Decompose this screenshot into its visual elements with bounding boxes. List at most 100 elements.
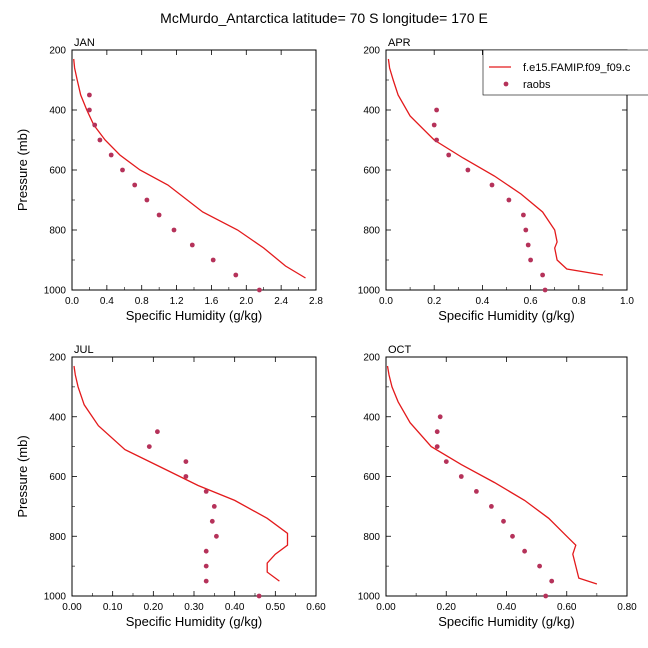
obs-point — [144, 197, 150, 203]
obs-point — [523, 227, 529, 233]
obs-point — [522, 548, 527, 554]
x-tick-label: 0.6 — [524, 296, 538, 307]
obs-point — [87, 107, 92, 113]
x-tick-label: 0.60 — [557, 602, 577, 613]
y-tick-label: 400 — [49, 412, 66, 423]
panel-oct: OCT 0.00 0.20 0.40 0.60 0.80 200 400 600 800 1000 S… — [358, 344, 637, 629]
obs-point — [434, 444, 440, 449]
obs-point — [97, 137, 103, 143]
model-line — [73, 365, 289, 582]
panel-jul: JUL 0.00 0.10 0.20 0.30 0.40 0.50 0.60 200 400 600… — [15, 344, 326, 629]
x-tick-label: 0.0 — [379, 296, 393, 307]
y-tick-label: 200 — [363, 353, 380, 364]
obs-point — [434, 107, 439, 113]
y-tick-label: 1000 — [44, 592, 67, 603]
y-tick-label: 200 — [363, 46, 380, 57]
panels: JAN 0.0 0.4 0.8 1.2 1.6 2.0 2.4 2.8 200 400 600 800 1… — [15, 37, 637, 629]
obs-point — [510, 533, 515, 539]
y-tick-label: 800 — [49, 226, 66, 237]
y-tick-label: 200 — [49, 46, 66, 57]
y-tick-label: 1000 — [44, 286, 67, 297]
legend: f.e15.FAMIP.f09_f09.c raobs — [482, 49, 648, 96]
obs-point — [489, 182, 495, 188]
obs-point — [183, 459, 189, 464]
x-axis-title: Specific Humidity (g/kg) — [438, 308, 575, 323]
x-tick-label: 0.30 — [184, 602, 204, 613]
y-tick-label: 600 — [363, 472, 380, 483]
x-tick-label: 1.6 — [204, 296, 218, 307]
obs-point — [528, 257, 533, 263]
x-axis-title: Specific Humidity (g/kg) — [438, 614, 575, 629]
y-tick-label: 800 — [49, 532, 66, 543]
y-tick-label: 600 — [49, 166, 66, 177]
x-tick-label: 0.00 — [62, 602, 82, 613]
obs-point — [210, 257, 216, 263]
obs-point — [543, 593, 549, 599]
x-tick-label: 0.50 — [266, 602, 286, 613]
obs-point — [437, 414, 443, 420]
obs-point — [108, 152, 114, 158]
obs-point — [183, 474, 189, 479]
obs-point — [256, 593, 262, 599]
obs-point — [458, 474, 464, 479]
x-tick-label: 0.8 — [135, 296, 149, 307]
panel-label: JUL — [74, 344, 94, 356]
obs-point — [489, 504, 494, 509]
obs-point — [87, 92, 92, 98]
obs-point — [233, 272, 239, 278]
chart-title: McMurdo_Antarctica latitude= 70 S longit… — [160, 10, 488, 26]
y-axis-title: Pressure (mb) — [15, 129, 30, 211]
obs-point — [203, 548, 209, 554]
obs-point — [431, 122, 437, 128]
x-tick-label: 2.4 — [274, 296, 288, 307]
obs-point — [474, 489, 479, 494]
obs-point — [257, 287, 262, 293]
x-tick-label: 0.10 — [103, 602, 123, 613]
legend-obs-marker — [503, 81, 509, 87]
y-tick-label: 400 — [49, 106, 66, 117]
x-tick-label: 0.4 — [475, 296, 489, 307]
panel-jan: JAN 0.0 0.4 0.8 1.2 1.6 2.0 2.4 2.8 200 400 600 800 1… — [15, 37, 323, 323]
x-tick-label: 0.80 — [617, 602, 637, 613]
panel-label: JAN — [74, 37, 95, 49]
y-tick-label: 200 — [49, 353, 66, 364]
y-axis-title: Pressure (mb) — [15, 435, 30, 517]
x-tick-label: 2.8 — [309, 296, 323, 307]
x-tick-label: 1.0 — [620, 296, 634, 307]
obs-point — [549, 578, 555, 584]
obs-point — [211, 504, 217, 509]
y-tick-label: 600 — [363, 166, 380, 177]
obs-point — [146, 444, 152, 449]
x-tick-label: 0.00 — [376, 602, 396, 613]
obs-point — [120, 167, 125, 173]
obs-point — [542, 287, 548, 293]
obs-point — [540, 272, 545, 278]
obs-point — [446, 152, 452, 158]
obs-point — [156, 212, 162, 218]
obs-point — [155, 429, 160, 435]
x-axis-title: Specific Humidity (g/kg) — [126, 308, 263, 323]
model-line — [386, 365, 598, 585]
obs-point — [537, 563, 542, 569]
legend-obs-label: raobs — [523, 79, 551, 91]
legend-model-label: f.e15.FAMIP.f09_f09.c — [523, 62, 631, 74]
obs-point — [203, 563, 209, 569]
y-tick-label: 800 — [363, 226, 380, 237]
obs-point — [501, 518, 506, 524]
plot-frame — [71, 356, 317, 597]
x-tick-label: 0.4 — [100, 296, 114, 307]
obs-point — [434, 137, 439, 143]
x-tick-label: 2.0 — [239, 296, 253, 307]
y-tick-label: 400 — [363, 106, 380, 117]
x-tick-label: 0.40 — [225, 602, 245, 613]
x-tick-label: 0.2 — [427, 296, 441, 307]
x-tick-label: 0.20 — [437, 602, 457, 613]
x-tick-label: 0.8 — [572, 296, 586, 307]
y-tick-label: 1000 — [358, 592, 381, 603]
plot-frame — [71, 49, 317, 291]
y-tick-label: 400 — [363, 412, 380, 423]
y-tick-label: 600 — [49, 472, 66, 483]
x-tick-label: 0.40 — [497, 602, 517, 613]
obs-point — [132, 182, 138, 188]
panel-label: APR — [388, 37, 411, 49]
